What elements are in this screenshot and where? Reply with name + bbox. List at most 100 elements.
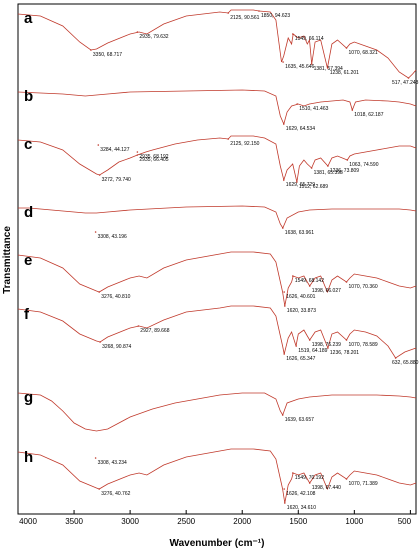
peak-marker-e-3 xyxy=(308,285,311,287)
peak-marker-c-6 xyxy=(296,181,298,183)
peak-marker-d-1 xyxy=(282,227,284,229)
peak-marker-f-3 xyxy=(295,345,298,347)
peak-marker-f-4 xyxy=(308,339,311,341)
peak-label-a-2: 2125, 90.561 xyxy=(230,15,259,21)
peak-marker-e-0 xyxy=(98,291,100,293)
peak-label-a-1: 2935, 79.632 xyxy=(139,34,168,40)
peak-marker-f-6 xyxy=(345,339,348,341)
peak-label-g-0: 1639, 63.657 xyxy=(285,417,314,423)
peak-label-e-5: 1070, 70.360 xyxy=(349,284,378,290)
peak-label-h-4: 1549, 70.192 xyxy=(295,475,324,481)
peak-label-h-6: 1070, 71.389 xyxy=(349,481,378,487)
peak-marker-e-2 xyxy=(292,275,294,277)
panel-label-e: e xyxy=(24,252,32,269)
panel-label-d: d xyxy=(24,204,33,221)
spectrum-line-f xyxy=(17,305,417,359)
panel-label-h: h xyxy=(24,449,33,466)
peak-label-h-3: 1620, 34.610 xyxy=(287,505,316,511)
peak-label-h-2: 1626, 42.108 xyxy=(286,491,315,497)
peak-marker-h-6 xyxy=(345,478,348,480)
spectrum-line-a xyxy=(17,9,417,79)
peak-marker-f-2 xyxy=(283,353,286,355)
x-tick-label-2: 3000 xyxy=(121,517,139,526)
peak-marker-c-4 xyxy=(227,138,229,140)
peak-marker-e-5 xyxy=(345,281,348,283)
peak-marker-g-0 xyxy=(281,414,284,416)
peak-marker-h-4 xyxy=(292,472,294,474)
spectra-layer xyxy=(17,9,417,504)
peak-label-f-1: 2927, 89.668 xyxy=(140,328,169,334)
peak-marker-a-1 xyxy=(136,31,139,33)
peak-marker-a-5 xyxy=(292,33,294,35)
peak-label-f-2: 1626, 65.347 xyxy=(286,356,315,362)
peak-label-h-1: 3276, 40.762 xyxy=(101,491,130,497)
peak-marker-c-7 xyxy=(310,167,313,169)
peak-marker-f-1 xyxy=(137,325,140,327)
peak-label-h-0: 3308, 43.234 xyxy=(98,460,127,466)
peak-label-f-5: 1236, 78.201 xyxy=(330,350,359,356)
peak-label-a-8: 1070, 68.321 xyxy=(349,50,378,56)
peak-label-b-0: 1629, 64.534 xyxy=(286,126,315,132)
peak-label-c-2: 2935, 66.405 xyxy=(139,157,168,163)
spectrum-line-g xyxy=(17,392,417,432)
peak-marker-d-0 xyxy=(94,231,97,233)
peak-label-a-6: 1381, 57.394 xyxy=(314,66,343,72)
peak-label-c-1: 3272, 79.740 xyxy=(102,177,131,183)
spectrum-line-b xyxy=(17,89,417,126)
peak-marker-b-2 xyxy=(351,109,354,111)
peak-label-e-2: 1549, 68.142 xyxy=(295,278,324,284)
peak-label-b-2: 1018, 62.187 xyxy=(354,112,383,118)
peak-label-a-7: 1238, 61.201 xyxy=(330,70,359,76)
peak-marker-a-6 xyxy=(310,63,313,65)
peak-marker-e-4 xyxy=(283,291,286,293)
peak-label-a-0: 3350, 68.717 xyxy=(93,52,122,58)
y-axis-title: Transmittance xyxy=(2,226,13,294)
panel-label-b: b xyxy=(24,88,33,105)
peak-marker-b-0 xyxy=(283,123,285,125)
x-tick-label-3: 2500 xyxy=(177,517,195,526)
peak-marker-f-0 xyxy=(99,341,101,343)
x-axis-ticks: 4000 3500 3000 2500 2000 1500 1000 500 xyxy=(17,510,412,526)
peak-marker-c-2 xyxy=(136,154,139,156)
peak-marker-a-0 xyxy=(90,49,92,51)
x-tick-label-6: 1000 xyxy=(345,517,363,526)
peak-marker-h-2 xyxy=(283,488,286,490)
peak-label-c-8: 1236, 73.809 xyxy=(330,168,359,174)
peak-label-e-4: 1626, 40.601 xyxy=(286,294,315,300)
peak-marker-h-5 xyxy=(308,482,311,484)
peak-label-c-6: 1512, 62.689 xyxy=(299,184,328,190)
peak-marker-c-9 xyxy=(346,159,349,161)
peak-label-c-0: 3284, 44.127 xyxy=(100,147,129,153)
peak-label-a-9: 517, 47.243 xyxy=(392,80,419,86)
peak-label-c-9: 1063, 74.590 xyxy=(349,162,378,168)
spectrum-line-d xyxy=(18,205,417,229)
peak-marker-a-9 xyxy=(407,77,410,79)
peak-marker-c-8 xyxy=(327,165,329,167)
spectrum-line-c xyxy=(17,135,417,183)
peak-label-d-0: 3308, 43.196 xyxy=(98,234,127,240)
peak-marker-a-3 xyxy=(258,10,260,12)
peak-marker-a-7 xyxy=(326,67,329,69)
peak-label-a-4: 1635, 45.646 xyxy=(285,64,314,70)
peak-label-a-3: 1850, 94.623 xyxy=(261,13,290,19)
panel-label-g: g xyxy=(24,389,33,406)
peak-label-e-0: 3276, 40.810 xyxy=(101,294,130,300)
panel-label-a: a xyxy=(24,10,33,27)
panel-label-c: c xyxy=(24,136,32,153)
peak-annotations-layer: 3350, 68.717 2935, 79.632 2125, 90.561 1850… xyxy=(90,10,419,511)
peak-label-h-5: 1398, 67.440 xyxy=(312,485,341,491)
x-tick-label-5: 1500 xyxy=(289,517,307,526)
peak-label-c-4: 2125, 92.150 xyxy=(230,141,259,147)
spectrum-line-e xyxy=(17,251,417,307)
peak-marker-h-1 xyxy=(98,488,100,490)
peak-label-e-1: 1620, 33.873 xyxy=(287,308,316,314)
spectrum-line-h xyxy=(17,448,417,504)
peak-marker-f-7 xyxy=(394,357,397,359)
peak-label-a-5: 1549, 66.114 xyxy=(295,36,324,42)
peak-label-f-0: 3268, 90.874 xyxy=(102,344,131,350)
panel-label-f: f xyxy=(24,306,30,323)
peak-label-e-3: 1398, 66.027 xyxy=(312,288,341,294)
peak-marker-b-1 xyxy=(296,103,299,105)
peak-label-c-5: 1629, 65.729 xyxy=(286,182,315,188)
